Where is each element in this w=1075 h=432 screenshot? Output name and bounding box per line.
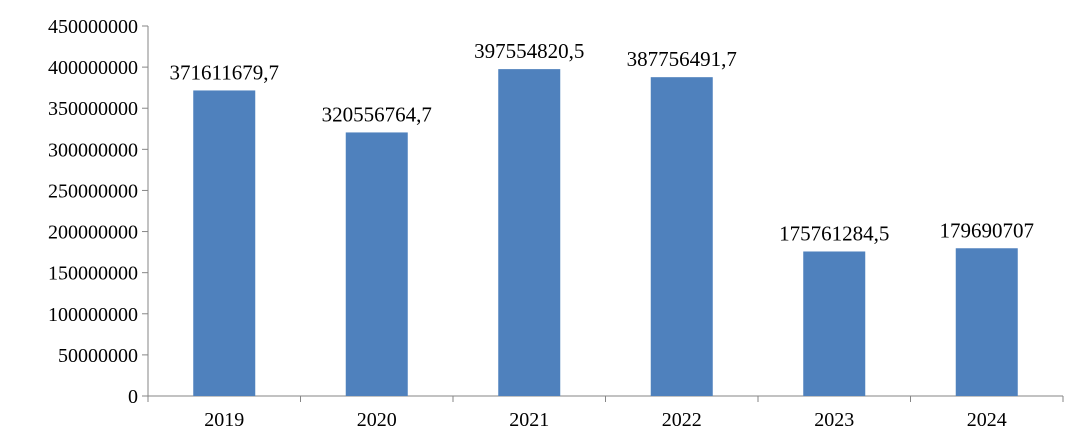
x-tick-label: 2024 (967, 409, 1007, 431)
data-label-2019: 371611679,7 (170, 60, 279, 84)
y-tick-label: 300000000 (48, 139, 138, 161)
data-label-2023: 175761284,5 (779, 221, 889, 245)
data-labels: 371611679,7 320556764,7 397554820,5 3877564… (170, 39, 1034, 245)
y-axis: 0 50000000 100000000 150000000 200000000 2500… (48, 16, 149, 408)
x-tick-label: 2023 (814, 409, 854, 431)
bar-2020 (345, 132, 408, 397)
bar-2024 (955, 248, 1018, 396)
data-label-2020: 320556764,7 (322, 102, 432, 126)
x-tick-label: 2020 (357, 409, 397, 431)
data-label-2022: 387756491,7 (627, 47, 737, 71)
y-tick-label: 400000000 (48, 57, 138, 79)
x-tick-label: 2021 (509, 409, 549, 431)
x-tick-label: 2019 (204, 409, 244, 431)
y-tick-label: 200000000 (48, 222, 138, 244)
bar-2023 (803, 251, 866, 396)
data-label-2024: 179690707 (940, 218, 1035, 242)
y-tick-label: 250000000 (48, 180, 138, 202)
y-tick-label: 100000000 (48, 304, 138, 326)
bar-2022 (650, 77, 713, 397)
bar-2019 (193, 90, 256, 396)
bars (193, 69, 1018, 397)
y-tick-label: 0 (128, 386, 138, 408)
x-tick-label: 2022 (662, 409, 702, 431)
y-tick-label: 350000000 (48, 98, 138, 120)
y-tick-label: 450000000 (48, 16, 138, 38)
bar-2021 (498, 69, 561, 397)
y-tick-label: 50000000 (58, 345, 138, 367)
data-label-2021: 397554820,5 (474, 39, 584, 63)
y-tick-label: 150000000 (48, 263, 138, 285)
x-axis: 2019 2020 2021 2022 2023 2024 (147, 395, 1064, 431)
